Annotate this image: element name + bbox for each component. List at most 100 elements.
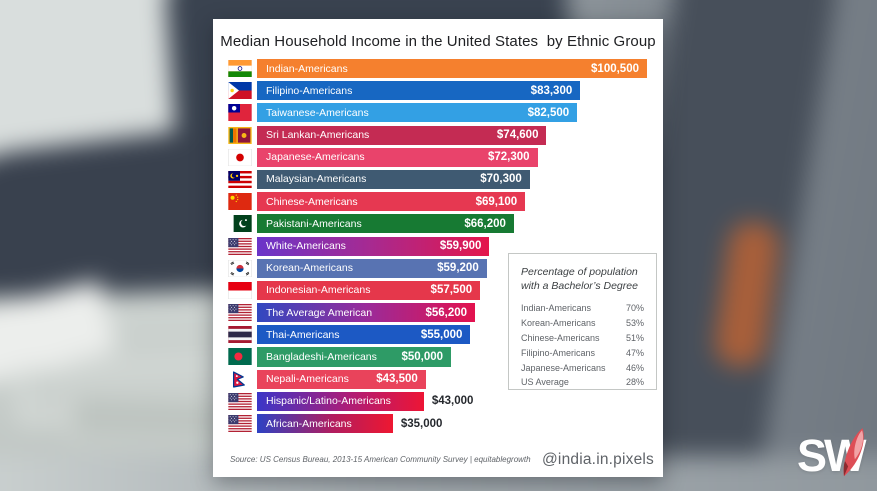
inset-percent-value: 28% <box>625 377 644 388</box>
southkorea-flag-icon <box>228 259 252 277</box>
group-label: Sri Lankan-Americans <box>266 129 370 142</box>
income-bar: Indian-Americans $100,500 <box>257 59 647 79</box>
bar-track: Thai-Americans $55,000 <box>257 325 647 345</box>
infographic-card: Median Household Income in the United St… <box>213 19 663 477</box>
bar-track: Indian-Americans $100,500 <box>257 59 647 79</box>
bar-row: Japanese-Americans $72,300 <box>228 147 647 167</box>
group-label: Malaysian-Americans <box>266 173 367 186</box>
inset-percent-value: 47% <box>625 347 644 358</box>
bar-track: Pakistani-Americans $66,200 <box>257 214 647 234</box>
bar-row: Indonesian-Americans $57,500 <box>228 280 647 300</box>
income-bar: Taiwanese-Americans $82,500 <box>257 103 578 123</box>
bachelors-degree-box: Percentage of population with a Bachelor… <box>508 253 657 390</box>
income-bar: African-Americans <box>257 414 393 434</box>
bar-track: Nepali-Americans $43,500 <box>257 369 647 389</box>
bar-track: African-Americans $35,000 <box>257 414 647 434</box>
bar-track: Japanese-Americans $72,300 <box>257 147 647 167</box>
bar-row: Korean-Americans $59,200 <box>228 258 647 278</box>
bar-row: Bangladeshi-Americans $50,000 <box>228 347 647 367</box>
inset-group-label: Chinese-Americans <box>521 332 600 343</box>
income-bar: White-Americans $59,900 <box>257 236 490 256</box>
inset-group-label: Japanese-Americans <box>521 362 606 373</box>
bar-track: Korean-Americans $59,200 <box>257 258 647 278</box>
china-flag-icon <box>228 193 252 211</box>
group-label: Japanese-Americans <box>266 151 365 164</box>
bar-track: Sri Lankan-Americans $74,600 <box>257 125 647 145</box>
credit-handle: @india.in.pixels <box>542 451 654 468</box>
inset-title: Percentage of population with a Bachelor… <box>521 266 638 293</box>
income-bar: Thai-Americans $55,000 <box>257 325 471 345</box>
inset-percent-value: 46% <box>625 362 644 373</box>
inset-percent-value: 53% <box>625 318 644 329</box>
inset-row: Korean-Americans 53% <box>521 318 644 328</box>
bar-row: Pakistani-Americans $66,200 <box>228 214 647 234</box>
income-bar: Indonesian-Americans $57,500 <box>257 280 481 300</box>
group-label: Thai-Americans <box>266 328 340 341</box>
srilanka-flag-icon <box>228 126 252 144</box>
income-value: $57,500 <box>430 284 473 297</box>
income-value: $100,500 <box>591 62 639 75</box>
inset-group-label: Korean-Americans <box>521 318 596 329</box>
bar-track: Filipino-Americans $83,300 <box>257 81 647 101</box>
income-bar: Hispanic/Latino-Americans <box>257 391 424 411</box>
inset-percent-value: 51% <box>625 332 644 343</box>
income-value: $83,300 <box>530 84 573 97</box>
group-label: White-Americans <box>266 240 346 253</box>
bar-track: Chinese-Americans $69,100 <box>257 192 647 212</box>
income-value: $82,500 <box>527 106 570 119</box>
group-label: Korean-Americans <box>266 262 353 275</box>
bar-row: Hispanic/Latino-Americans $43,000 <box>228 391 647 411</box>
income-value: $43,000 <box>431 395 474 408</box>
income-value: $69,100 <box>475 195 518 208</box>
income-value: $50,000 <box>401 350 444 363</box>
bar-track: Malaysian-Americans $70,300 <box>257 169 647 190</box>
bar-row: White-Americans $59,900 <box>228 236 647 256</box>
inset-group-label: Filipino-Americans <box>521 347 596 358</box>
income-bar: Filipino-Americans $83,300 <box>257 81 581 101</box>
inset-row: Japanese-Americans 46% <box>521 363 644 373</box>
group-label: Chinese-Americans <box>266 195 358 208</box>
bar-track: White-Americans $59,900 <box>257 236 647 256</box>
group-label: Pakistani-Americans <box>266 217 362 230</box>
chart-title: Median Household Income in the United St… <box>220 33 656 50</box>
indonesia-flag-icon <box>228 281 252 299</box>
bar-row: Chinese-Americans $69,100 <box>228 192 647 212</box>
income-value: $59,900 <box>439 240 482 253</box>
income-bar: Japanese-Americans $72,300 <box>257 147 538 167</box>
bar-row: Thai-Americans $55,000 <box>228 325 647 345</box>
bar-track: Taiwanese-Americans $82,500 <box>257 103 647 123</box>
income-bar: Malaysian-Americans $70,300 <box>257 169 530 190</box>
income-value: $59,200 <box>437 262 479 275</box>
inset-row: US Average 28% <box>521 377 644 387</box>
group-label: Filipino-Americans <box>266 84 353 97</box>
inset-rows: Indian-Americans 70% Korean-Americans 53… <box>521 303 644 387</box>
malaysia-flag-icon <box>228 170 252 188</box>
usa-flag-icon <box>228 415 252 433</box>
usa-flag-icon <box>228 304 252 322</box>
bar-track: Indonesian-Americans $57,500 <box>257 280 647 300</box>
group-label: Nepali-Americans <box>266 373 349 386</box>
bar-track: The Average American $56,200 <box>257 303 647 323</box>
india-flag-icon <box>228 60 252 78</box>
income-value: $43,500 <box>376 373 418 386</box>
income-bar: Nepali-Americans $43,500 <box>257 369 426 389</box>
source-note: Source: US Census Bureau, 2013-15 Americ… <box>230 455 531 464</box>
inset-group-label: US Average <box>521 377 569 388</box>
income-value: $66,200 <box>464 217 506 230</box>
group-label: African-Americans <box>266 417 352 430</box>
income-value: $35,000 <box>400 417 443 430</box>
group-label: Hispanic/Latino-Americans <box>266 395 391 408</box>
sw-watermark: SW <box>797 428 877 491</box>
income-bar: The Average American $56,200 <box>257 303 476 323</box>
inset-row: Filipino-Americans 47% <box>521 348 644 358</box>
bar-track: Hispanic/Latino-Americans $43,000 <box>257 391 647 411</box>
bangladesh-flag-icon <box>228 348 252 366</box>
inset-row: Chinese-Americans 51% <box>521 333 644 343</box>
bar-row: Malaysian-Americans $70,300 <box>228 169 647 190</box>
income-value: $55,000 <box>420 328 463 341</box>
income-bar: Pakistani-Americans $66,200 <box>257 214 514 234</box>
bar-row: Taiwanese-Americans $82,500 <box>228 103 647 123</box>
feather-icon <box>843 428 864 477</box>
philippines-flag-icon <box>228 82 252 100</box>
